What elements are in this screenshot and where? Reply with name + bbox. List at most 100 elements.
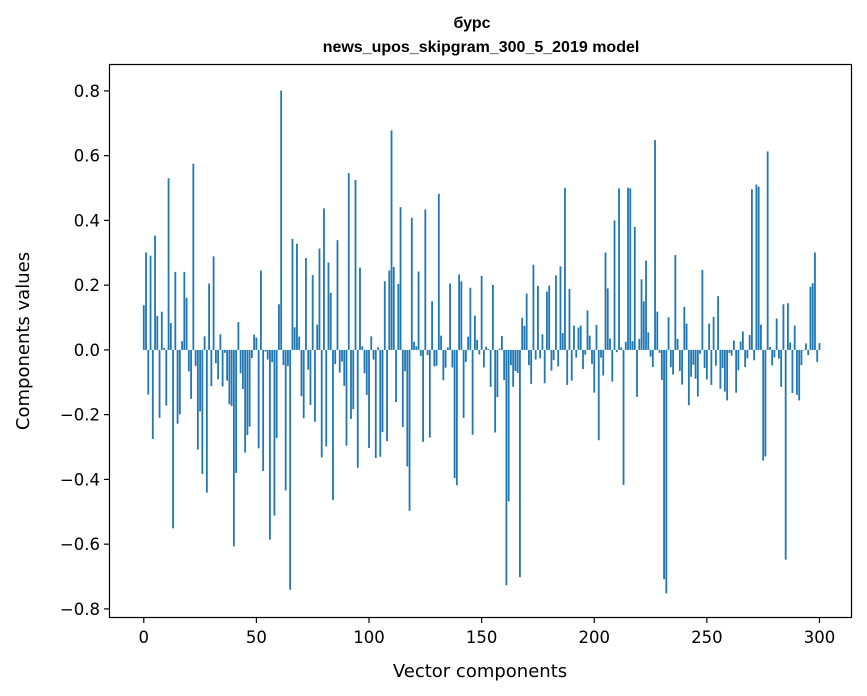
bar	[710, 349, 713, 385]
bar	[426, 349, 429, 356]
bar	[192, 163, 195, 350]
bar	[449, 283, 451, 350]
bar	[728, 349, 731, 353]
bar	[714, 349, 717, 366]
x-tick-label: 0	[139, 628, 150, 647]
bar	[446, 347, 449, 350]
bar	[737, 349, 740, 371]
bar	[356, 349, 359, 468]
bar	[422, 349, 424, 442]
y-tick-label: 0.4	[74, 211, 100, 230]
bar	[703, 349, 706, 369]
bar	[512, 349, 515, 387]
bar	[602, 349, 605, 376]
chart-title: бурс	[453, 15, 490, 32]
bar	[390, 130, 393, 350]
bar	[228, 349, 231, 405]
bar	[741, 331, 744, 350]
bar	[415, 346, 418, 350]
bar	[719, 349, 722, 389]
bar	[678, 349, 681, 371]
bar	[748, 335, 751, 350]
bar	[305, 257, 307, 350]
bar	[264, 349, 267, 352]
x-axis-ticks: 0 50 100 150 200 250 300	[139, 617, 836, 647]
bar	[645, 260, 647, 350]
bar	[444, 349, 447, 368]
bar	[338, 349, 341, 373]
bar	[383, 281, 386, 350]
bar	[667, 317, 670, 350]
bar	[399, 207, 402, 350]
bar	[388, 270, 391, 350]
bar	[232, 349, 235, 547]
bar	[811, 283, 814, 350]
bar	[278, 304, 280, 350]
bar	[701, 269, 704, 350]
bar	[275, 349, 278, 438]
bar	[165, 349, 168, 406]
bar	[577, 327, 580, 350]
x-tick-label: 150	[466, 628, 498, 647]
x-tick-label: 50	[246, 628, 267, 647]
bar	[636, 349, 638, 397]
bar	[530, 349, 533, 384]
bar	[582, 349, 584, 369]
bar	[237, 322, 240, 350]
bar	[190, 349, 192, 399]
bar	[534, 349, 537, 360]
bar	[381, 349, 384, 433]
bar	[773, 349, 776, 358]
bar	[523, 325, 526, 350]
bar	[185, 297, 188, 350]
bar	[212, 256, 215, 350]
bar	[219, 334, 222, 350]
bar	[687, 349, 690, 406]
x-tick-label: 300	[804, 628, 836, 647]
bar	[298, 336, 301, 350]
bar	[241, 349, 244, 390]
bar	[793, 325, 796, 350]
bar	[807, 349, 810, 356]
bar	[332, 349, 334, 501]
bar	[692, 349, 695, 365]
bar	[196, 349, 199, 450]
bar	[604, 252, 607, 350]
bar	[214, 349, 217, 364]
chart-subtitle: news_upos_skipgram_300_5_2019 model	[323, 39, 640, 56]
bar	[505, 349, 508, 586]
bar	[221, 349, 224, 387]
bar	[516, 349, 519, 373]
bar	[361, 346, 364, 350]
bar	[210, 349, 213, 387]
bar	[368, 349, 370, 448]
bar	[640, 279, 643, 350]
bar	[674, 255, 677, 350]
bar	[257, 349, 260, 449]
bar	[235, 349, 238, 473]
bar	[437, 193, 440, 350]
bar	[471, 349, 474, 435]
bar	[246, 349, 249, 436]
bar	[392, 267, 395, 350]
bar	[379, 349, 382, 457]
bar	[622, 349, 625, 485]
bar	[555, 275, 557, 350]
bar	[633, 226, 636, 350]
bar	[629, 188, 632, 350]
bar	[300, 349, 303, 397]
bar	[453, 349, 456, 479]
bar	[345, 349, 348, 446]
bar	[291, 238, 294, 350]
bar	[203, 336, 206, 350]
x-tick-label: 200	[578, 628, 610, 647]
y-tick-label: 0.0	[74, 341, 100, 360]
bar	[755, 184, 758, 350]
bar	[172, 349, 174, 529]
bar	[266, 349, 269, 360]
bar	[721, 349, 724, 369]
bar	[374, 349, 377, 459]
bar	[239, 349, 242, 374]
bar	[681, 349, 683, 385]
bar	[478, 349, 481, 355]
